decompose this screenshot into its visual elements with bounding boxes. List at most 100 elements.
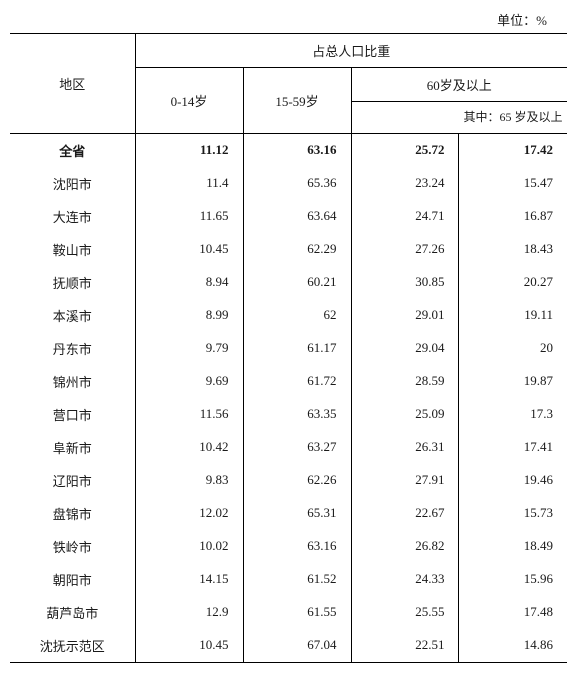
value-cell: 27.26 (351, 233, 459, 266)
value-cell: 22.51 (351, 629, 459, 663)
value-cell: 16.87 (459, 200, 567, 233)
value-cell: 10.45 (135, 233, 243, 266)
value-cell: 19.87 (459, 365, 567, 398)
value-cell: 26.31 (351, 431, 459, 464)
table-row: 铁岭市10.0263.1626.8218.49 (10, 530, 567, 563)
table-row: 全省11.1263.1625.7217.42 (10, 133, 567, 167)
region-cell: 丹东市 (10, 332, 135, 365)
region-cell: 辽阳市 (10, 464, 135, 497)
region-cell: 大连市 (10, 200, 135, 233)
value-cell: 25.09 (351, 398, 459, 431)
region-cell: 抚顺市 (10, 266, 135, 299)
value-cell: 19.46 (459, 464, 567, 497)
value-cell: 62.29 (243, 233, 351, 266)
value-cell: 8.99 (135, 299, 243, 332)
region-cell: 朝阳市 (10, 563, 135, 596)
value-cell: 61.55 (243, 596, 351, 629)
region-cell: 盘锦市 (10, 497, 135, 530)
value-cell: 18.43 (459, 233, 567, 266)
value-cell: 62.26 (243, 464, 351, 497)
value-cell: 9.83 (135, 464, 243, 497)
table-row: 葫芦岛市12.961.5525.5517.48 (10, 596, 567, 629)
value-cell: 65.36 (243, 167, 351, 200)
value-cell: 11.4 (135, 167, 243, 200)
table-row: 丹东市9.7961.1729.0420 (10, 332, 567, 365)
table-row: 本溪市8.996229.0119.11 (10, 299, 567, 332)
table-row: 锦州市9.6961.7228.5919.87 (10, 365, 567, 398)
value-cell: 11.56 (135, 398, 243, 431)
region-cell: 锦州市 (10, 365, 135, 398)
value-cell: 26.82 (351, 530, 459, 563)
header-age-60-plus: 60岁及以上 (351, 68, 567, 102)
region-cell: 葫芦岛市 (10, 596, 135, 629)
table-row: 盘锦市12.0265.3122.6715.73 (10, 497, 567, 530)
unit-label: 单位：% (10, 10, 567, 29)
value-cell: 24.71 (351, 200, 459, 233)
value-cell: 61.72 (243, 365, 351, 398)
header-age-15-59: 15-59岁 (243, 68, 351, 134)
header-region: 地区 (10, 34, 135, 134)
value-cell: 20 (459, 332, 567, 365)
value-cell: 8.94 (135, 266, 243, 299)
value-cell: 17.41 (459, 431, 567, 464)
value-cell: 61.17 (243, 332, 351, 365)
value-cell: 10.45 (135, 629, 243, 663)
value-cell: 28.59 (351, 365, 459, 398)
region-cell: 营口市 (10, 398, 135, 431)
value-cell: 11.65 (135, 200, 243, 233)
region-cell: 本溪市 (10, 299, 135, 332)
value-cell: 12.9 (135, 596, 243, 629)
value-cell: 17.48 (459, 596, 567, 629)
value-cell: 62 (243, 299, 351, 332)
value-cell: 9.79 (135, 332, 243, 365)
region-cell: 沈抚示范区 (10, 629, 135, 663)
value-cell: 29.04 (351, 332, 459, 365)
value-cell: 18.49 (459, 530, 567, 563)
value-cell: 15.73 (459, 497, 567, 530)
value-cell: 29.01 (351, 299, 459, 332)
value-cell: 63.64 (243, 200, 351, 233)
population-table: 地区 占总人口比重 0-14岁 15-59岁 60岁及以上 其中：65 岁及以上… (10, 33, 567, 663)
value-cell: 23.24 (351, 167, 459, 200)
table-row: 阜新市10.4263.2726.3117.41 (10, 431, 567, 464)
value-cell: 19.11 (459, 299, 567, 332)
table-row: 鞍山市10.4562.2927.2618.43 (10, 233, 567, 266)
table-row: 抚顺市8.9460.2130.8520.27 (10, 266, 567, 299)
value-cell: 63.27 (243, 431, 351, 464)
value-cell: 25.55 (351, 596, 459, 629)
value-cell: 14.86 (459, 629, 567, 663)
table-row: 朝阳市14.1561.5224.3315.96 (10, 563, 567, 596)
region-cell: 沈阳市 (10, 167, 135, 200)
value-cell: 17.42 (459, 133, 567, 167)
value-cell: 30.85 (351, 266, 459, 299)
value-cell: 15.47 (459, 167, 567, 200)
value-cell: 63.16 (243, 133, 351, 167)
header-sub-65: 其中：65 岁及以上 (459, 102, 567, 134)
value-cell: 25.72 (351, 133, 459, 167)
value-cell: 9.69 (135, 365, 243, 398)
value-cell: 22.67 (351, 497, 459, 530)
region-cell: 阜新市 (10, 431, 135, 464)
value-cell: 12.02 (135, 497, 243, 530)
value-cell: 15.96 (459, 563, 567, 596)
table-body: 全省11.1263.1625.7217.42沈阳市11.465.3623.241… (10, 133, 567, 662)
value-cell: 65.31 (243, 497, 351, 530)
value-cell: 20.27 (459, 266, 567, 299)
value-cell: 27.91 (351, 464, 459, 497)
value-cell: 24.33 (351, 563, 459, 596)
header-group-title: 占总人口比重 (135, 34, 567, 68)
value-cell: 60.21 (243, 266, 351, 299)
table-row: 大连市11.6563.6424.7116.87 (10, 200, 567, 233)
table-row: 沈阳市11.465.3623.2415.47 (10, 167, 567, 200)
table-row: 沈抚示范区10.4567.0422.5114.86 (10, 629, 567, 663)
value-cell: 10.42 (135, 431, 243, 464)
table-row: 辽阳市9.8362.2627.9119.46 (10, 464, 567, 497)
value-cell: 67.04 (243, 629, 351, 663)
region-cell: 铁岭市 (10, 530, 135, 563)
value-cell: 11.12 (135, 133, 243, 167)
value-cell: 10.02 (135, 530, 243, 563)
header-age-0-14: 0-14岁 (135, 68, 243, 134)
value-cell: 17.3 (459, 398, 567, 431)
table-row: 营口市11.5663.3525.0917.3 (10, 398, 567, 431)
value-cell: 61.52 (243, 563, 351, 596)
